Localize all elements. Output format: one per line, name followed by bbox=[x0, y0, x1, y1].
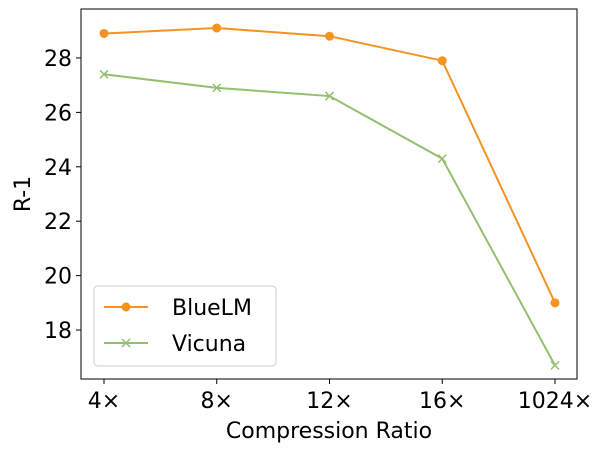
data-point-bluelm bbox=[325, 31, 334, 41]
x-axis-label: Compression Ratio bbox=[226, 419, 432, 444]
plot-marks bbox=[99, 23, 560, 370]
data-point-vicuna bbox=[324, 91, 335, 101]
x-tick-label: 8× bbox=[201, 389, 233, 414]
x-tick-label: 16× bbox=[419, 389, 465, 414]
x-tick-label: 1024× bbox=[518, 389, 592, 414]
legend-item-bluelm: BlueLM bbox=[104, 296, 252, 321]
legend-label: BlueLM bbox=[172, 296, 252, 321]
data-point-vicuna bbox=[437, 154, 447, 164]
data-point-bluelm bbox=[212, 23, 222, 33]
legend: BlueLM Vicuna bbox=[93, 285, 277, 367]
legend-label: Vicuna bbox=[172, 332, 246, 357]
data-point-vicuna bbox=[212, 83, 222, 93]
y-axis-ticks: 18 20 22 24 26 28 bbox=[44, 47, 81, 344]
data-point-bluelm bbox=[437, 56, 447, 66]
y-tick-label: 22 bbox=[44, 210, 72, 235]
series-line-bluelm bbox=[103, 27, 556, 304]
data-point-bluelm bbox=[550, 298, 560, 308]
legend-item-vicuna: Vicuna bbox=[104, 332, 246, 357]
y-tick-label: 26 bbox=[44, 101, 72, 126]
x-tick-label: 12× bbox=[306, 389, 352, 414]
y-tick-label: 18 bbox=[44, 319, 72, 344]
data-point-vicuna bbox=[99, 69, 109, 79]
legend-swatch-marker bbox=[121, 302, 131, 312]
y-tick-label: 24 bbox=[44, 156, 72, 181]
x-axis-ticks: 4× 8× 12× 16× 1024× bbox=[88, 379, 592, 414]
y-tick-label: 28 bbox=[44, 47, 72, 72]
legend-swatch-marker bbox=[121, 338, 131, 348]
y-axis-label: R-1 bbox=[11, 176, 36, 212]
data-point-vicuna bbox=[550, 360, 560, 370]
x-tick-label: 4× bbox=[88, 389, 120, 414]
y-tick-label: 20 bbox=[44, 265, 72, 290]
data-point-bluelm bbox=[99, 28, 109, 38]
